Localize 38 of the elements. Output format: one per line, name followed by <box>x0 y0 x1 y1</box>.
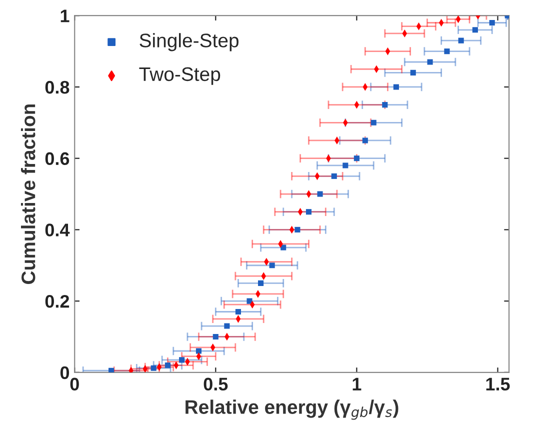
y-tick-label: 0.8 <box>45 80 70 94</box>
point <box>164 362 170 368</box>
point <box>410 70 416 76</box>
point <box>342 162 348 168</box>
point <box>306 209 312 215</box>
point <box>427 59 433 65</box>
legend-label: Two-Step <box>139 67 220 85</box>
x-tick-label: 0.5 <box>204 378 228 391</box>
point <box>235 308 241 315</box>
point <box>150 365 156 371</box>
x-axis-title: Relative energy (γ$_{gb}$/γ$_{s}$) <box>186 400 398 420</box>
point <box>354 156 360 162</box>
point <box>196 348 202 354</box>
y-tick-label: 0 <box>60 366 70 380</box>
point <box>280 244 286 250</box>
x-tick-label: 1 <box>352 378 362 390</box>
point <box>179 357 185 363</box>
y-tick-label: 0.4 <box>45 224 70 236</box>
x-tick-label: 0 <box>70 378 79 391</box>
x-tick-label: 1.5 <box>486 378 510 391</box>
point <box>331 173 337 179</box>
y-axis-title: Cumulative fraction <box>20 104 36 284</box>
point <box>370 120 376 126</box>
point <box>458 38 464 44</box>
point <box>444 48 450 54</box>
y-tick-label: 0.2 <box>45 294 70 308</box>
point <box>258 280 264 286</box>
point <box>212 334 218 340</box>
y-tick-label: 0.6 <box>45 152 70 166</box>
point <box>317 191 323 197</box>
point <box>224 323 230 329</box>
point <box>269 262 275 268</box>
point <box>393 84 399 90</box>
point <box>294 226 300 232</box>
point <box>472 27 478 33</box>
legend-label: Single-Step <box>140 33 238 52</box>
y-tick-label: 1 <box>60 10 70 22</box>
point <box>489 20 495 26</box>
